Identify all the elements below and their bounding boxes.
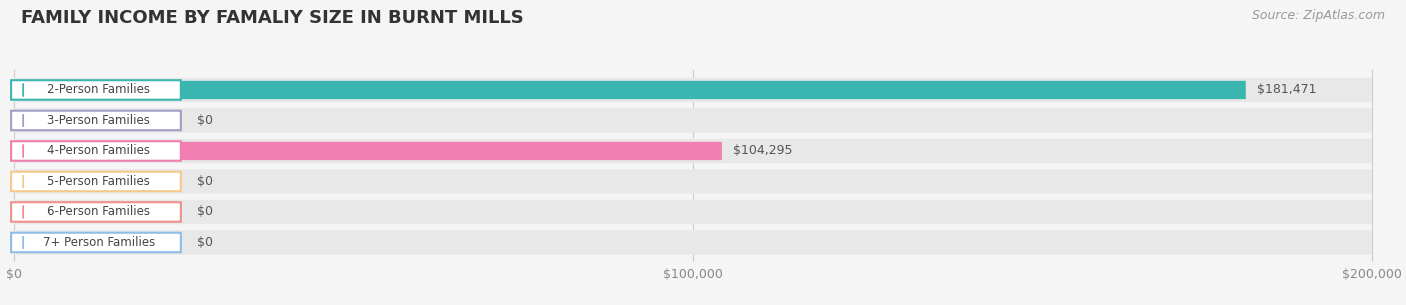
FancyBboxPatch shape bbox=[14, 108, 1372, 133]
FancyBboxPatch shape bbox=[11, 141, 181, 161]
FancyBboxPatch shape bbox=[11, 111, 181, 130]
Text: 4-Person Families: 4-Person Families bbox=[48, 145, 150, 157]
Text: $0: $0 bbox=[197, 206, 214, 218]
Text: 5-Person Families: 5-Person Families bbox=[48, 175, 150, 188]
Text: 7+ Person Families: 7+ Person Families bbox=[42, 236, 155, 249]
FancyBboxPatch shape bbox=[14, 200, 1372, 224]
FancyBboxPatch shape bbox=[14, 78, 1372, 102]
Text: $0: $0 bbox=[197, 175, 214, 188]
FancyBboxPatch shape bbox=[14, 139, 1372, 163]
Text: 3-Person Families: 3-Person Families bbox=[48, 114, 150, 127]
Text: $0: $0 bbox=[197, 114, 214, 127]
Text: 6-Person Families: 6-Person Families bbox=[48, 206, 150, 218]
Text: FAMILY INCOME BY FAMALIY SIZE IN BURNT MILLS: FAMILY INCOME BY FAMALIY SIZE IN BURNT M… bbox=[21, 9, 524, 27]
FancyBboxPatch shape bbox=[11, 172, 181, 191]
Text: Source: ZipAtlas.com: Source: ZipAtlas.com bbox=[1251, 9, 1385, 22]
FancyBboxPatch shape bbox=[14, 81, 1246, 99]
Text: $104,295: $104,295 bbox=[733, 145, 792, 157]
Text: $0: $0 bbox=[197, 236, 214, 249]
Text: 2-Person Families: 2-Person Families bbox=[48, 84, 150, 96]
Text: $181,471: $181,471 bbox=[1257, 84, 1316, 96]
FancyBboxPatch shape bbox=[11, 80, 181, 100]
FancyBboxPatch shape bbox=[11, 233, 181, 252]
FancyBboxPatch shape bbox=[11, 202, 181, 222]
FancyBboxPatch shape bbox=[14, 230, 1372, 255]
FancyBboxPatch shape bbox=[14, 169, 1372, 194]
FancyBboxPatch shape bbox=[14, 142, 721, 160]
